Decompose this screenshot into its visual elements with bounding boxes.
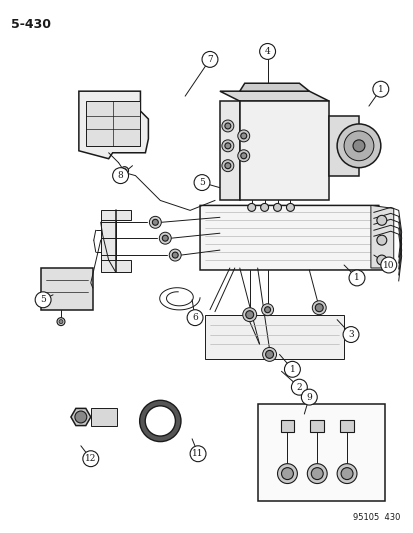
Circle shape [247, 204, 255, 212]
Circle shape [259, 44, 275, 59]
Circle shape [224, 143, 230, 149]
Circle shape [202, 52, 217, 67]
Circle shape [221, 160, 233, 172]
Circle shape [242, 308, 256, 321]
Text: 5: 5 [199, 178, 204, 187]
Circle shape [286, 204, 294, 212]
Circle shape [277, 464, 297, 483]
Circle shape [83, 451, 98, 467]
Circle shape [224, 123, 230, 129]
Text: 4: 4 [264, 47, 270, 56]
Circle shape [291, 379, 306, 395]
Circle shape [237, 150, 249, 161]
Circle shape [264, 306, 270, 313]
Text: 10: 10 [382, 261, 394, 270]
Circle shape [301, 389, 316, 405]
Circle shape [342, 327, 358, 343]
Circle shape [284, 361, 300, 377]
Circle shape [169, 249, 181, 261]
Circle shape [120, 167, 128, 175]
Text: 1: 1 [353, 273, 359, 282]
Text: 2: 2 [296, 383, 301, 392]
Polygon shape [219, 101, 239, 200]
Text: 8: 8 [117, 171, 123, 180]
Circle shape [187, 310, 202, 326]
Polygon shape [257, 404, 384, 502]
Circle shape [75, 411, 87, 423]
Circle shape [162, 235, 168, 241]
Polygon shape [199, 205, 388, 270]
Circle shape [380, 257, 396, 273]
Polygon shape [280, 420, 294, 432]
Circle shape [149, 216, 161, 228]
Circle shape [59, 320, 63, 324]
Text: 9: 9 [306, 393, 311, 402]
Circle shape [221, 120, 233, 132]
Circle shape [315, 304, 323, 312]
Circle shape [122, 168, 126, 173]
Text: 95105  430: 95105 430 [352, 513, 400, 522]
Circle shape [190, 446, 206, 462]
Text: 12: 12 [85, 454, 96, 463]
Text: 5: 5 [40, 295, 46, 304]
Circle shape [340, 467, 352, 480]
Circle shape [372, 81, 388, 97]
Text: 11: 11 [192, 449, 203, 458]
Circle shape [57, 318, 65, 326]
Circle shape [376, 255, 386, 265]
Circle shape [159, 232, 171, 244]
Circle shape [262, 348, 276, 361]
Polygon shape [239, 101, 328, 200]
Circle shape [311, 467, 323, 480]
Circle shape [273, 204, 281, 212]
Polygon shape [85, 101, 140, 146]
Circle shape [260, 204, 268, 212]
Polygon shape [219, 91, 328, 101]
Circle shape [348, 270, 364, 286]
Polygon shape [204, 314, 343, 359]
Polygon shape [78, 91, 148, 159]
Circle shape [311, 301, 325, 314]
Circle shape [265, 350, 273, 358]
Polygon shape [71, 408, 90, 425]
Circle shape [261, 304, 273, 316]
Polygon shape [310, 420, 323, 432]
Text: 3: 3 [347, 330, 353, 339]
Text: 5-430: 5-430 [11, 18, 51, 31]
Circle shape [376, 215, 386, 225]
Circle shape [306, 464, 326, 483]
Polygon shape [370, 205, 393, 268]
Polygon shape [90, 408, 116, 426]
Circle shape [336, 124, 380, 168]
Circle shape [172, 252, 178, 258]
Circle shape [281, 467, 293, 480]
Polygon shape [239, 83, 309, 91]
Polygon shape [339, 420, 353, 432]
Polygon shape [41, 268, 93, 310]
Text: 6: 6 [192, 313, 197, 322]
Circle shape [336, 464, 356, 483]
Circle shape [237, 130, 249, 142]
Circle shape [112, 168, 128, 183]
Circle shape [221, 140, 233, 152]
Text: 1: 1 [377, 85, 383, 94]
Circle shape [240, 153, 246, 159]
Circle shape [194, 175, 209, 190]
Circle shape [224, 163, 230, 168]
Polygon shape [328, 116, 358, 175]
Circle shape [152, 219, 158, 225]
Polygon shape [100, 211, 130, 272]
Circle shape [245, 311, 253, 319]
Circle shape [352, 140, 364, 152]
Circle shape [142, 403, 178, 439]
Circle shape [343, 131, 373, 161]
Circle shape [376, 235, 386, 245]
Text: 7: 7 [206, 55, 212, 64]
Circle shape [240, 133, 246, 139]
Circle shape [35, 292, 51, 308]
Text: 1: 1 [289, 365, 294, 374]
